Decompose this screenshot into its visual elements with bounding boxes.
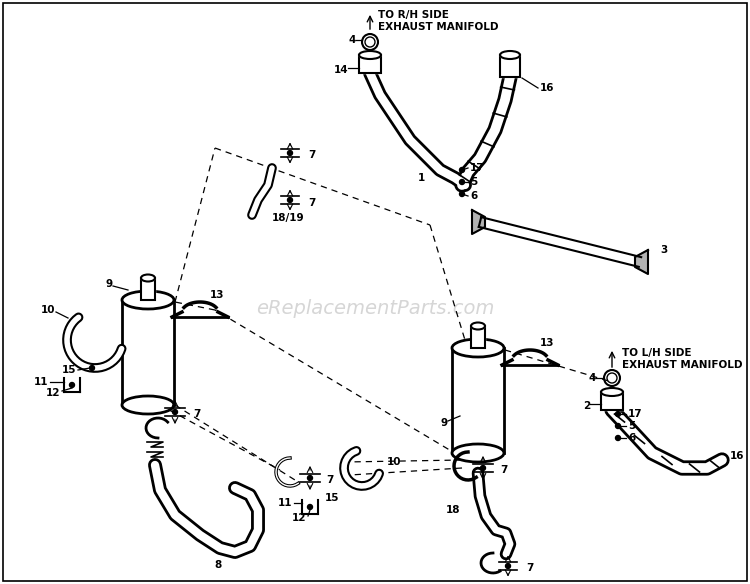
- Circle shape: [481, 465, 485, 471]
- Text: 7: 7: [526, 563, 533, 573]
- Text: 8: 8: [214, 560, 222, 570]
- Circle shape: [287, 197, 292, 203]
- Text: 6: 6: [628, 433, 635, 443]
- Text: 17: 17: [628, 409, 643, 419]
- Ellipse shape: [471, 322, 485, 329]
- Circle shape: [70, 383, 74, 388]
- Ellipse shape: [452, 444, 504, 462]
- Bar: [122, 300, 174, 405]
- Text: 13: 13: [540, 338, 554, 348]
- Bar: [471, 326, 485, 348]
- Circle shape: [308, 475, 313, 481]
- Text: 16: 16: [730, 451, 745, 461]
- Text: 1: 1: [418, 173, 425, 183]
- Text: 9: 9: [441, 418, 448, 428]
- Polygon shape: [472, 210, 485, 234]
- Ellipse shape: [122, 396, 174, 414]
- Text: 6: 6: [470, 191, 477, 201]
- Bar: [500, 55, 520, 77]
- Text: 10: 10: [40, 305, 55, 315]
- Text: TO L/H SIDE
EXHAUST MANIFOLD: TO L/H SIDE EXHAUST MANIFOLD: [622, 348, 742, 370]
- Text: 4: 4: [589, 373, 596, 383]
- Text: 12: 12: [292, 513, 306, 523]
- Circle shape: [460, 168, 464, 172]
- Circle shape: [172, 409, 178, 415]
- Text: TO R/H SIDE
EXHAUST MANIFOLD: TO R/H SIDE EXHAUST MANIFOLD: [378, 10, 499, 32]
- Bar: [500, 55, 520, 77]
- Circle shape: [616, 412, 620, 416]
- Text: 2: 2: [583, 401, 590, 411]
- Circle shape: [308, 505, 313, 509]
- Ellipse shape: [500, 51, 520, 59]
- Text: 14: 14: [333, 65, 348, 75]
- Bar: [141, 278, 155, 300]
- Text: 7: 7: [500, 465, 507, 475]
- Circle shape: [89, 366, 94, 370]
- Circle shape: [506, 564, 511, 568]
- Text: 18/19: 18/19: [272, 213, 304, 223]
- Ellipse shape: [141, 274, 155, 281]
- Text: 11: 11: [34, 377, 48, 387]
- Ellipse shape: [122, 291, 174, 309]
- Text: 11: 11: [278, 498, 292, 508]
- Text: 17: 17: [470, 163, 484, 173]
- Text: 13: 13: [210, 290, 224, 300]
- Circle shape: [616, 436, 620, 440]
- Bar: [359, 55, 381, 73]
- Text: 4: 4: [349, 35, 356, 45]
- Text: 12: 12: [46, 388, 60, 398]
- Text: 7: 7: [308, 198, 315, 208]
- Ellipse shape: [452, 339, 504, 357]
- Polygon shape: [635, 250, 648, 274]
- Bar: [141, 278, 155, 300]
- Text: eReplacementParts.com: eReplacementParts.com: [256, 298, 494, 318]
- Text: 7: 7: [193, 409, 200, 419]
- Text: 16: 16: [540, 83, 554, 93]
- Text: 5: 5: [628, 421, 635, 431]
- Bar: [452, 348, 504, 453]
- Text: 5: 5: [470, 177, 477, 187]
- Bar: [359, 55, 381, 73]
- Text: 9: 9: [106, 279, 113, 289]
- Circle shape: [460, 179, 464, 185]
- Bar: [601, 392, 623, 410]
- Ellipse shape: [601, 388, 623, 396]
- Text: 10: 10: [387, 457, 401, 467]
- Text: 18: 18: [446, 505, 460, 515]
- Text: 3: 3: [660, 245, 668, 255]
- Circle shape: [616, 423, 620, 429]
- Text: 15: 15: [325, 493, 340, 503]
- Bar: [471, 326, 485, 348]
- Bar: [122, 300, 174, 405]
- Ellipse shape: [359, 51, 381, 59]
- Bar: [601, 392, 623, 410]
- Text: 7: 7: [326, 475, 333, 485]
- Circle shape: [460, 192, 464, 196]
- Bar: [452, 348, 504, 453]
- Text: 15: 15: [62, 365, 76, 375]
- Text: 7: 7: [308, 150, 315, 160]
- Circle shape: [287, 151, 292, 155]
